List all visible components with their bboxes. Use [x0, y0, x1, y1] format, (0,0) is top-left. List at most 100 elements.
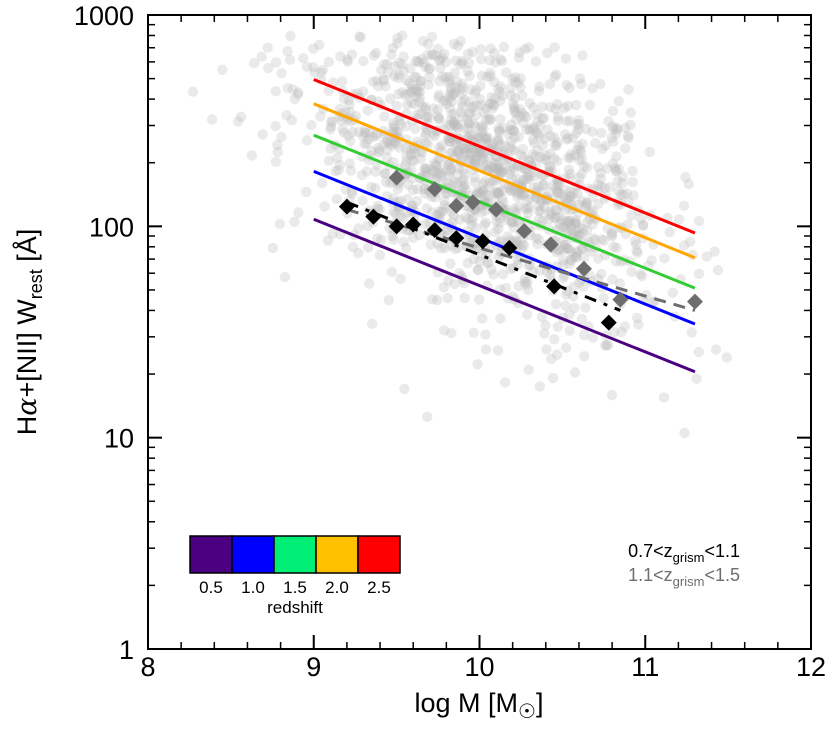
cloud-point — [424, 63, 435, 74]
cloud-point — [439, 325, 450, 336]
cloud-point — [439, 48, 450, 60]
cloud-point — [495, 54, 506, 65]
cloud-point — [571, 252, 582, 263]
cloud-point — [387, 42, 399, 54]
cloud-point — [421, 166, 432, 177]
cloud-point — [472, 186, 483, 197]
cloud-point — [474, 294, 485, 305]
cloud-point — [411, 85, 422, 97]
cloud-point — [570, 218, 581, 230]
cloud-point — [531, 108, 543, 120]
cloud-point — [623, 84, 634, 95]
cloud-point — [548, 153, 560, 164]
cloud-point — [406, 155, 418, 167]
cloud-point — [376, 64, 387, 76]
cloud-point — [404, 78, 415, 89]
cloud-point — [618, 189, 629, 200]
cloud-point — [483, 152, 494, 163]
cloud-point — [345, 135, 356, 147]
cloud-point — [529, 137, 540, 149]
cloud-point — [565, 149, 576, 160]
cloud-point — [570, 217, 582, 228]
cloud-point — [516, 243, 527, 255]
cloud-point — [477, 185, 488, 196]
cloud-point — [532, 128, 543, 139]
cloud-point — [366, 318, 378, 329]
cloud-point — [474, 256, 485, 267]
cloud-point — [440, 72, 451, 83]
cloud-point — [494, 187, 505, 198]
cloud-point — [552, 137, 563, 148]
cloud-point — [248, 57, 260, 69]
cloud-point — [458, 143, 469, 154]
cloud-point — [398, 65, 409, 77]
cloud-point — [497, 269, 509, 280]
cloud-point — [531, 127, 542, 138]
cloud-point — [501, 67, 512, 78]
cloud-point — [513, 52, 525, 63]
cloud-point — [587, 191, 598, 203]
cloud-point — [534, 130, 545, 141]
cloud-point — [420, 104, 431, 115]
x-tick-label: 10 — [464, 652, 494, 682]
cloud-point — [456, 88, 467, 100]
cloud-point — [514, 111, 526, 122]
cloud-point — [467, 129, 478, 140]
cloud-point — [522, 203, 533, 215]
series-fit-0 — [346, 200, 621, 312]
cloud-point — [327, 116, 338, 127]
cloud-point — [611, 122, 622, 134]
cloud-point — [563, 152, 574, 163]
cloud-point — [496, 235, 507, 246]
cloud-point — [518, 110, 530, 121]
cloud-point — [492, 187, 503, 198]
cloud-point — [555, 222, 566, 234]
cloud-point — [684, 236, 696, 247]
cloud-point — [565, 254, 576, 266]
cloud-point — [471, 100, 482, 111]
cloud-point — [373, 80, 384, 92]
cloud-point — [484, 115, 496, 126]
cloud-point — [463, 57, 475, 69]
series-0-marker — [474, 233, 491, 250]
cloud-point — [464, 108, 475, 120]
cloud-point — [445, 164, 456, 175]
cloud-point — [524, 98, 535, 109]
series-0-marker — [365, 208, 382, 225]
cloud-point — [279, 271, 291, 283]
cloud-point — [446, 327, 457, 339]
cloud-point — [452, 146, 463, 157]
cloud-point — [536, 196, 547, 208]
cloud-point — [420, 218, 431, 230]
cloud-point — [466, 215, 477, 226]
cloud-point — [388, 123, 399, 134]
cloud-point — [578, 252, 590, 263]
cloud-point — [399, 89, 411, 101]
cloud-point — [473, 133, 485, 144]
cloud-point — [505, 119, 517, 130]
cloud-point — [301, 186, 312, 198]
cloud-point — [262, 42, 273, 53]
cloud-point — [468, 327, 479, 338]
cloud-point — [509, 106, 520, 117]
cloud-point — [595, 78, 606, 90]
cloud-point — [386, 140, 397, 151]
cloud-point — [379, 111, 390, 122]
cloud-point — [577, 138, 588, 149]
cloud-point — [481, 250, 492, 261]
x-axis-title: log M [M☉] — [415, 688, 544, 723]
cloud-point — [355, 32, 366, 43]
cloud-point — [460, 212, 471, 223]
cloud-point — [574, 223, 585, 234]
series-1-marker — [612, 291, 629, 308]
cloud-point — [344, 106, 355, 118]
cloud-point — [419, 188, 430, 199]
cloud-point — [537, 215, 548, 226]
cloud-point — [187, 86, 199, 97]
cloud-point — [293, 207, 304, 218]
cloud-point — [539, 328, 550, 339]
cloud-point — [539, 201, 550, 213]
cloud-point — [517, 143, 529, 155]
cloud-point — [433, 92, 444, 103]
cloud-point — [402, 193, 413, 205]
